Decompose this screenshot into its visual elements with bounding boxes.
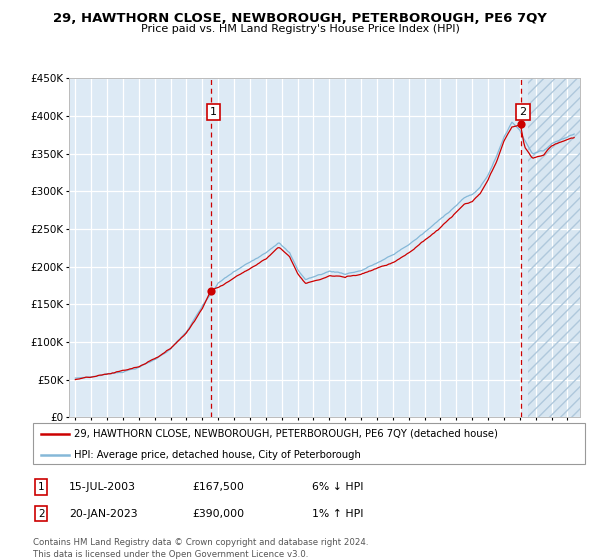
Text: 20-JAN-2023: 20-JAN-2023 [69,508,137,519]
Text: £390,000: £390,000 [192,508,244,519]
Text: 1: 1 [38,482,44,492]
FancyBboxPatch shape [33,423,585,464]
Text: 29, HAWTHORN CLOSE, NEWBOROUGH, PETERBOROUGH, PE6 7QY (detached house): 29, HAWTHORN CLOSE, NEWBOROUGH, PETERBOR… [74,429,498,439]
Bar [528,78,580,417]
Text: 1% ↑ HPI: 1% ↑ HPI [312,508,364,519]
Text: Contains HM Land Registry data © Crown copyright and database right 2024.: Contains HM Land Registry data © Crown c… [33,538,368,547]
Text: 6% ↓ HPI: 6% ↓ HPI [312,482,364,492]
Text: Price paid vs. HM Land Registry's House Price Index (HPI): Price paid vs. HM Land Registry's House … [140,24,460,34]
Text: 1: 1 [210,108,217,117]
Text: This data is licensed under the Open Government Licence v3.0.: This data is licensed under the Open Gov… [33,550,308,559]
Bar [528,78,580,417]
Text: 2: 2 [520,108,526,117]
Text: 2: 2 [38,508,44,519]
Point [206,287,216,296]
Point [516,119,526,128]
Text: 15-JUL-2003: 15-JUL-2003 [69,482,136,492]
Text: £167,500: £167,500 [192,482,244,492]
Bar [528,78,580,417]
Text: 29, HAWTHORN CLOSE, NEWBOROUGH, PETERBOROUGH, PE6 7QY: 29, HAWTHORN CLOSE, NEWBOROUGH, PETERBOR… [53,12,547,25]
Text: HPI: Average price, detached house, City of Peterborough: HPI: Average price, detached house, City… [74,450,361,460]
